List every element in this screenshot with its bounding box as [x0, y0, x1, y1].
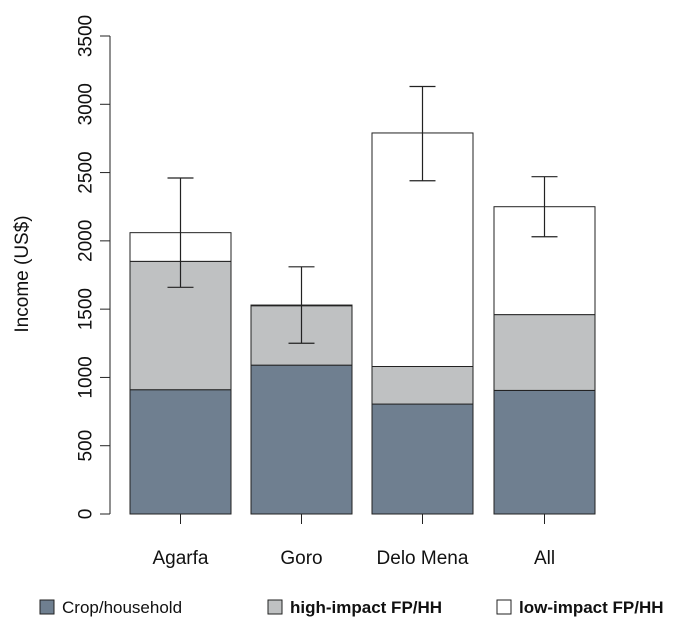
y-tick-label: 0 — [76, 509, 97, 520]
error-bars — [167, 85, 558, 344]
y-tick-label: 2500 — [76, 151, 97, 193]
bars — [129, 132, 596, 515]
legend-item: Crop/household — [39, 598, 182, 617]
y-tick-label: 1000 — [76, 356, 97, 398]
legend-swatch — [39, 599, 55, 615]
bar-segment — [493, 314, 596, 391]
legend-label: Crop/household — [62, 598, 182, 617]
y-tick-label: 1500 — [76, 288, 97, 330]
y-tick-label: 2000 — [76, 220, 97, 262]
bar-segment — [371, 403, 474, 515]
bar-segment — [129, 389, 232, 515]
legend: Crop/household high-impact FP/HH low-impac… — [39, 598, 664, 617]
bar-segment — [250, 364, 353, 515]
x-tick-label: Goro — [280, 548, 322, 569]
legend-label: low-impact FP/HH — [519, 598, 664, 617]
legend-item: low-impact FP/HH — [496, 598, 664, 617]
y-axis-title: Income (US$) — [12, 215, 33, 332]
x-tick-label: Delo Mena — [377, 548, 469, 569]
bar-segment — [371, 366, 474, 405]
x-axis: Agarfa Goro Delo Mena All — [153, 514, 555, 569]
y-tick-label: 3000 — [76, 83, 97, 125]
x-tick-label: Agarfa — [153, 548, 209, 569]
legend-label: high-impact FP/HH — [290, 598, 442, 617]
legend-item: high-impact FP/HH — [267, 598, 442, 617]
y-tick-label: 3500 — [76, 15, 97, 57]
y-axis: 0 500 1000 1500 2000 2500 3000 3500 — [76, 15, 111, 520]
legend-swatch — [496, 599, 512, 615]
y-tick-label: 500 — [76, 430, 97, 462]
bar-segment — [493, 389, 596, 515]
legend-swatch — [267, 599, 283, 615]
x-tick-label: All — [534, 548, 555, 569]
